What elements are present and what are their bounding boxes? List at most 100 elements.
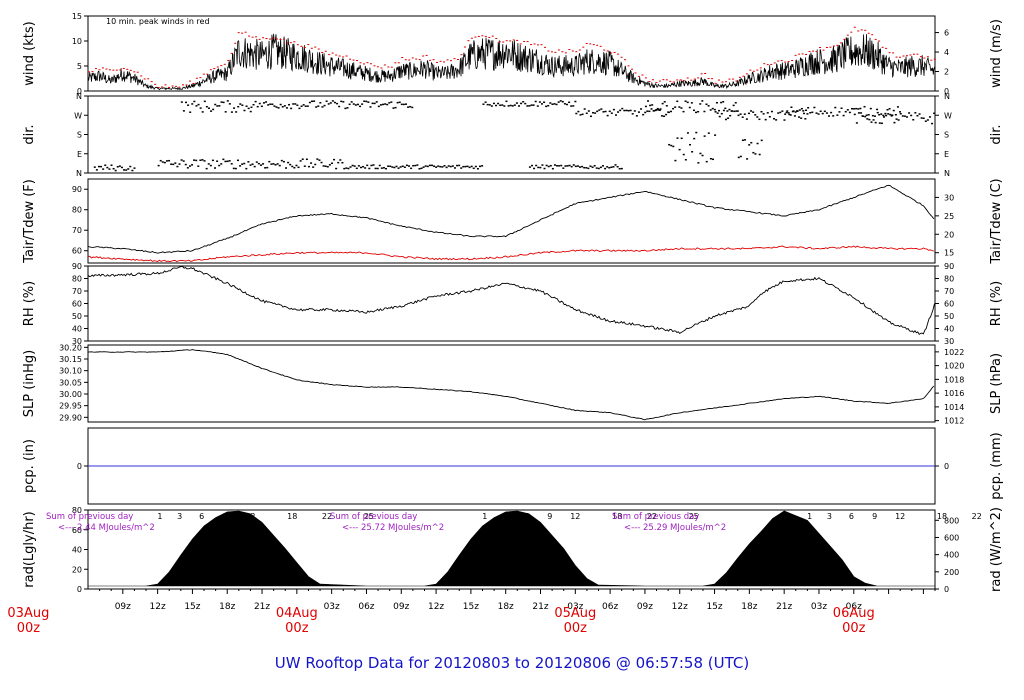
wind-peak-mark xyxy=(88,71,90,73)
dir-point xyxy=(347,167,350,170)
dir-point xyxy=(545,164,548,167)
dir-point xyxy=(453,167,456,169)
dir-point xyxy=(243,162,246,165)
dir-point xyxy=(375,101,378,103)
wind-peak-mark xyxy=(523,40,526,42)
dir-point xyxy=(191,103,194,105)
dir-point xyxy=(280,159,283,162)
dir-point xyxy=(684,159,687,161)
dir-point xyxy=(718,109,721,112)
dir-point xyxy=(686,101,689,104)
dir-point xyxy=(853,113,856,116)
wind-peak-mark xyxy=(801,53,804,55)
dir-point xyxy=(559,100,562,102)
dir-point xyxy=(123,169,126,171)
wind-peak-mark xyxy=(195,77,198,79)
dir-point xyxy=(693,137,696,140)
wind-peak-mark xyxy=(752,70,755,72)
wind-peak-mark xyxy=(282,38,285,40)
dir-point xyxy=(699,103,702,105)
wind-peak-mark xyxy=(571,50,574,52)
wind-peak-mark xyxy=(422,55,425,57)
dir-point xyxy=(305,158,308,161)
pcp-tick-label-right: 0 xyxy=(944,462,949,471)
dir-point xyxy=(642,113,645,116)
dir-point xyxy=(549,164,552,167)
rad-hour-label: 3 xyxy=(827,512,832,521)
dir-point xyxy=(201,111,204,113)
dir-point xyxy=(707,105,710,107)
dir-point xyxy=(874,121,877,124)
dir-point xyxy=(720,101,723,104)
dir-point xyxy=(731,110,734,112)
dir-point xyxy=(222,101,225,104)
dir-point xyxy=(553,164,556,166)
dir-point xyxy=(562,167,565,169)
dir-point xyxy=(357,165,360,167)
wind-peak-mark xyxy=(704,72,707,74)
dir-point xyxy=(395,165,398,168)
dir-point xyxy=(275,106,278,108)
dir-point xyxy=(285,107,288,109)
dir-point xyxy=(623,109,626,112)
dir-point xyxy=(402,103,405,106)
dir-tick-label-right: N xyxy=(944,169,950,178)
x-tick-label: 12z xyxy=(428,602,444,612)
dir-point xyxy=(100,165,103,168)
rh-ylabel-right: RH (%) xyxy=(989,281,1004,326)
wind-peak-mark xyxy=(683,80,686,82)
dir-point xyxy=(867,114,870,116)
dir-point xyxy=(184,163,187,166)
dir-point xyxy=(400,103,403,106)
wind-peak-mark xyxy=(108,69,111,71)
dir-point xyxy=(781,110,784,112)
dir-point xyxy=(568,101,571,104)
dir-point xyxy=(534,100,537,103)
wind-peak-mark xyxy=(547,50,550,52)
dir-point xyxy=(813,106,816,109)
dir-point xyxy=(715,102,718,104)
dir-point xyxy=(758,153,761,156)
dir-point xyxy=(618,168,621,170)
dir-point xyxy=(806,113,809,115)
wind-peak-mark xyxy=(780,60,783,62)
dir-point xyxy=(106,166,109,169)
dir-point xyxy=(592,111,595,114)
wind-peak-mark xyxy=(756,69,759,71)
wind-peak-mark xyxy=(317,48,320,50)
dir-point xyxy=(625,109,628,112)
dir-point xyxy=(180,101,183,103)
dir-point xyxy=(869,107,872,110)
dir-point xyxy=(209,164,212,167)
dir-point xyxy=(317,105,320,107)
dir-point xyxy=(342,101,345,103)
wind-peak-mark xyxy=(512,39,515,41)
dir-tick-label-left: N xyxy=(76,169,82,178)
dir-point xyxy=(792,110,795,112)
dir-point xyxy=(338,105,341,108)
dir-point xyxy=(661,102,664,105)
dir-point xyxy=(364,167,367,169)
wind-peak-mark xyxy=(216,66,219,68)
dir-point xyxy=(266,166,269,169)
dir-point xyxy=(714,134,717,136)
dir-point xyxy=(705,160,708,163)
wind-peak-mark xyxy=(557,49,560,51)
dir-point xyxy=(608,167,611,169)
wind-peak-mark xyxy=(314,46,317,48)
rad-hour-label: 18 xyxy=(287,512,297,521)
rad-hour-label: 25 xyxy=(364,512,374,521)
dir-point xyxy=(451,165,454,167)
wind-peak-mark xyxy=(209,69,212,71)
dir-point xyxy=(864,115,867,118)
dir-tick-label-right: N xyxy=(944,92,950,101)
dir-point xyxy=(752,151,755,154)
wind-peak-mark xyxy=(157,87,160,89)
dir-point xyxy=(916,114,919,117)
wind-peak-mark xyxy=(655,82,658,84)
dir-point xyxy=(884,112,887,115)
dir-point xyxy=(556,165,559,167)
wind-peak-mark xyxy=(188,80,191,82)
dir-point xyxy=(659,108,662,110)
dir-point xyxy=(805,109,808,111)
